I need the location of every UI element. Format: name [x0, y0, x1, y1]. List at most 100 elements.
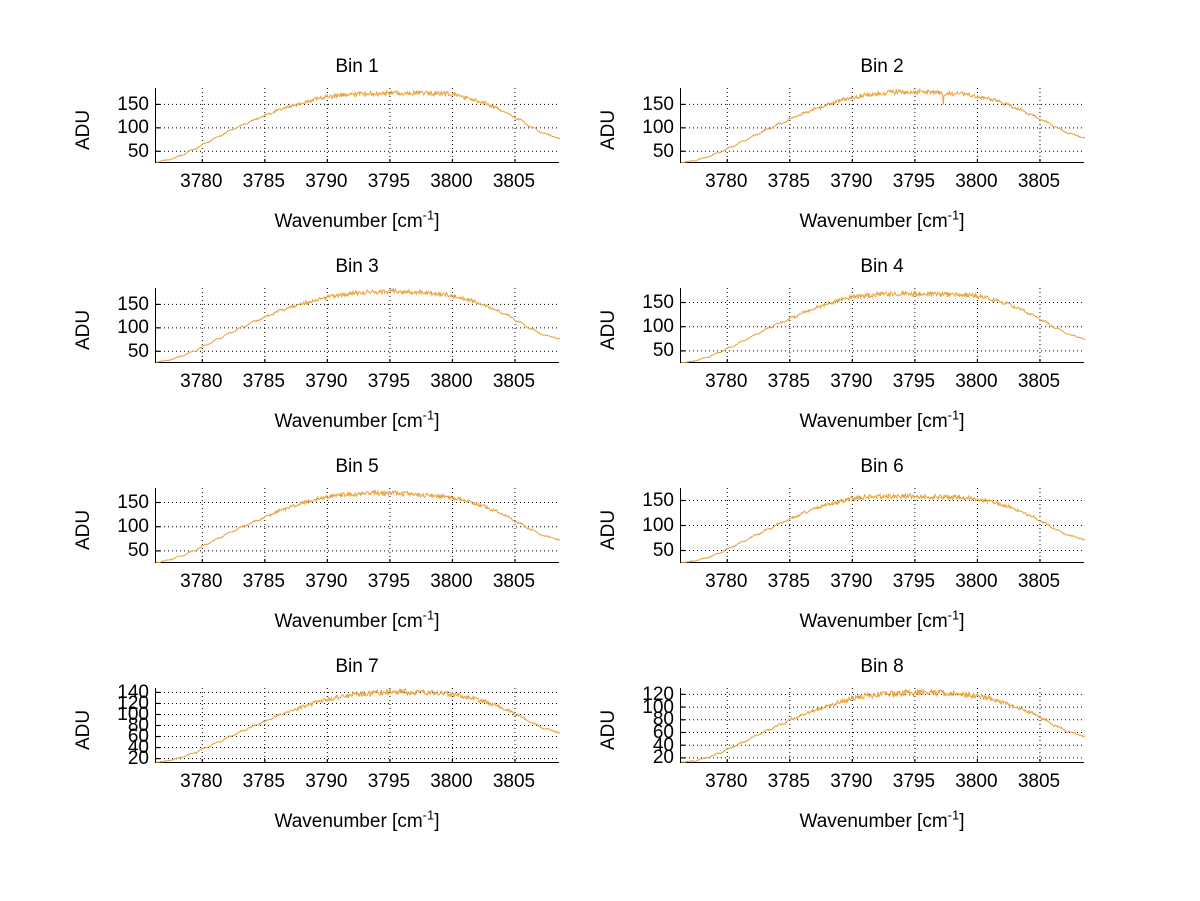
plot-svg: [156, 688, 560, 763]
x-tick-label: 3780: [180, 571, 223, 592]
x-axis-label-bracket: ]: [959, 211, 965, 232]
y-tick-label: 100: [642, 117, 674, 139]
x-axis-label: Wavenumber [cm-1]: [155, 207, 559, 233]
subplot-panel-bin-4: Bin 4 50 100 150 ADU 3780 3785 3790 3795 3800 3805…: [580, 256, 1124, 441]
y-tick-labels: 50 100 150: [103, 288, 149, 363]
y-tick-label: 150: [642, 490, 674, 511]
x-axis-label: Wavenumber [cm-1]: [680, 607, 1084, 633]
y-axis-label: ADU: [598, 309, 619, 350]
subplot-title: Bin 7: [335, 656, 379, 677]
y-tick-label: 100: [117, 117, 149, 139]
spectrum-line: [681, 688, 1085, 763]
plot-svg: [681, 88, 1085, 163]
y-axis-label: ADU: [598, 709, 619, 750]
x-tick-label: 3805: [1017, 571, 1061, 592]
x-axis-label-exponent: -1: [947, 207, 960, 223]
x-axis-label-bracket: ]: [434, 611, 440, 632]
y-tick-label: 20: [127, 748, 149, 770]
subplot-title: Bin 2: [860, 56, 904, 77]
plot-area: [155, 288, 560, 363]
y-tick-label: 140: [117, 681, 149, 703]
plot-svg: [156, 288, 560, 363]
y-tick-label: 150: [117, 93, 149, 115]
x-axis-label-bracket: ]: [959, 611, 965, 632]
y-tick-label: 20: [652, 747, 674, 769]
y-tick-label: 100: [117, 317, 149, 339]
x-axis-label-bracket: ]: [434, 211, 440, 232]
x-axis-label-text: Wavenumber [cm: [799, 811, 948, 832]
plot-svg: [156, 88, 560, 163]
y-tick-label: 40: [652, 734, 674, 756]
x-tick-label: 3780: [180, 171, 223, 192]
x-axis-label-exponent: -1: [422, 407, 435, 423]
y-tick-labels: 50 100 150: [628, 88, 674, 163]
spectrum-line: [681, 289, 1085, 363]
y-tick-label: 150: [642, 292, 674, 314]
x-tick-label: 3795: [892, 171, 936, 192]
y-tick-label: 60: [127, 726, 149, 748]
x-tick-label: 3780: [705, 171, 748, 192]
spectrum-line: [681, 492, 1085, 563]
x-axis-label-text: Wavenumber [cm: [274, 611, 423, 632]
spectrum-line: [156, 288, 560, 363]
y-tick-label: 50: [652, 340, 674, 362]
x-tick-label: 3790: [830, 571, 873, 592]
x-axis-label: Wavenumber [cm-1]: [155, 609, 559, 633]
plot-area: [155, 688, 560, 763]
y-tick-label: 80: [652, 709, 674, 731]
y-tick-labels: 50 100 150: [103, 488, 149, 563]
x-axis-label-exponent: -1: [947, 807, 960, 823]
y-tick-label: 120: [117, 692, 149, 714]
y-tick-label: 50: [127, 340, 149, 362]
x-tick-label: 3785: [767, 571, 810, 592]
y-tick-label: 100: [117, 516, 149, 538]
subplot-title: Bin 4: [860, 256, 904, 277]
y-tick-label: 50: [652, 540, 674, 561]
y-tick-label: 80: [127, 715, 149, 736]
x-tick-label: 3805: [1017, 771, 1061, 792]
plot-area: [680, 688, 1085, 763]
x-axis-label-exponent: -1: [422, 807, 435, 823]
x-tick-label: 3800: [430, 171, 473, 192]
x-axis-label: Wavenumber [cm-1]: [155, 407, 559, 433]
x-tick-label: 3790: [305, 371, 348, 392]
x-tick-label: 3785: [767, 171, 810, 192]
y-axis-label: ADU: [598, 509, 619, 550]
plot-area: [155, 88, 560, 163]
x-axis-label-exponent: -1: [422, 207, 435, 223]
y-axis-label: ADU: [73, 109, 94, 150]
y-tick-labels: 50 100 150: [103, 88, 149, 163]
subplot-panel-bin-6: Bin 6 50 100 150 ADU 3780 3785 3790 3795 3800 3805…: [580, 456, 1124, 641]
x-axis-label-bracket: ]: [959, 811, 965, 832]
subplot-title: Bin 1: [335, 56, 379, 77]
spectrum-line: [156, 489, 560, 563]
x-tick-label: 3795: [367, 371, 411, 392]
plot-area: [680, 88, 1085, 163]
x-tick-label: 3790: [305, 571, 348, 592]
x-tick-label: 3805: [1017, 371, 1061, 392]
x-tick-label: 3785: [242, 371, 285, 392]
y-tick-label: 50: [652, 140, 674, 162]
x-axis-label-text: Wavenumber [cm: [274, 211, 423, 232]
x-tick-label: 3790: [830, 371, 873, 392]
x-axis-label-exponent: -1: [947, 607, 960, 623]
x-tick-label: 3805: [492, 171, 536, 192]
x-axis-label-exponent: -1: [947, 407, 960, 423]
x-tick-label: 3790: [830, 771, 873, 792]
x-tick-label: 3790: [830, 171, 873, 192]
x-axis-label-bracket: ]: [959, 411, 965, 432]
plot-area: [680, 288, 1085, 363]
subplot-panel-bin-8: Bin 8 20 40 60 80 100 120 ADU 3780 3785 3790 3795 38…: [580, 656, 1124, 841]
y-tick-label: 120: [642, 683, 674, 705]
spectrum-line: [156, 688, 560, 763]
y-axis-label: ADU: [73, 309, 94, 350]
y-axis-label: ADU: [598, 109, 619, 150]
x-axis-label: Wavenumber [cm-1]: [155, 807, 559, 833]
x-tick-label: 3780: [180, 371, 223, 392]
y-tick-label: 40: [127, 737, 149, 759]
x-tick-label: 3780: [705, 371, 748, 392]
x-tick-label: 3785: [767, 371, 810, 392]
y-axis-label: ADU: [73, 709, 94, 750]
x-tick-label: 3800: [430, 771, 473, 792]
